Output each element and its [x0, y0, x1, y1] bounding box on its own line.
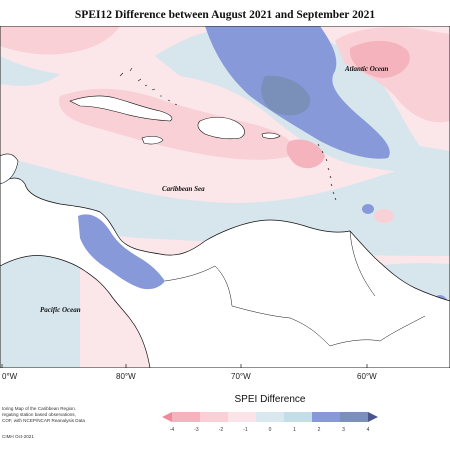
legend-swatch-3: [228, 412, 257, 422]
zone-light-blue-gulf: [0, 56, 60, 86]
zone-pink-gulf: [0, 26, 120, 55]
land-lesser-antilles: [317, 143, 337, 201]
credit-date: CIMH Oct-2021: [2, 434, 34, 439]
legend-swatch-5: [284, 412, 313, 422]
land-hispaniola: [197, 116, 245, 140]
longitude-label-1: 80°W: [116, 372, 136, 381]
legend-tick-label: 4: [367, 427, 370, 433]
map-canvas: Atlantic Ocean Caribbean Sea Pacific Oce…: [0, 26, 450, 368]
zone-darkpink-atlantic: [349, 40, 410, 78]
legend-tick-label: 2: [318, 427, 321, 433]
legend-tick-label: -3: [194, 427, 199, 433]
credit-line-1: toring Map of the Caribbean Region.: [2, 406, 77, 411]
legend-swatch-7: [340, 412, 369, 422]
map-area: Atlantic Ocean Caribbean Sea Pacific Oce…: [0, 26, 450, 368]
map-title: SPEI12 Difference between August 2021 an…: [74, 9, 376, 21]
land-central-south-america: [0, 177, 450, 368]
zone-pink-spot: [374, 209, 394, 223]
legend-swatch-8: [368, 412, 378, 422]
credit-line-3: COF, with NCEP/NCAR Reanalysis Data: [2, 418, 85, 424]
longitude-label-3: 60°W: [357, 372, 377, 381]
land-jamaica: [141, 135, 164, 145]
credit-line-2: regating station based observations,: [2, 412, 76, 418]
legend-swatch-2: [200, 412, 229, 422]
zone-slate-atlantic: [261, 75, 311, 116]
land-bahamas: [119, 67, 178, 106]
legend-tick-label: -4: [170, 427, 175, 433]
land-yucatan: [0, 153, 19, 185]
legend-colorbar: -4 -3 -2 -1 0 1 2 3 4: [162, 412, 378, 433]
zone-blue-spot: [362, 204, 374, 214]
legend-swatch-4: [256, 412, 285, 422]
legend-tick-label: -2: [219, 427, 224, 433]
credits-block: toring Map of the Caribbean Region. rega…: [2, 406, 85, 425]
label-caribbean-sea: Caribbean Sea: [162, 185, 205, 193]
label-pacific-ocean: Pacific Ocean: [40, 306, 81, 314]
longitude-ticks: [1, 364, 368, 368]
legend-tick-label: -1: [243, 427, 248, 433]
legend-title: SPEI Difference: [234, 394, 306, 405]
land-cuba: [69, 95, 173, 122]
legend-swatch-6: [312, 412, 341, 422]
longitude-label-0: 0°W: [2, 372, 18, 381]
land-puerto-rico: [261, 132, 281, 139]
zone-blue-mainland: [78, 214, 165, 290]
label-atlantic-ocean: Atlantic Ocean: [344, 65, 388, 73]
legend-tick-label: 3: [342, 427, 345, 433]
legend-tick-label: 1: [293, 427, 296, 433]
longitude-label-2: 70°W: [231, 372, 251, 381]
legend-tick-label: 0: [269, 427, 272, 433]
zone-darkpink-lesser: [286, 139, 325, 169]
legend-swatch-0: [162, 412, 172, 422]
country-borders: [164, 230, 426, 347]
legend-swatch-1: [172, 412, 201, 422]
zone-light-blue-pacific: [0, 243, 80, 368]
